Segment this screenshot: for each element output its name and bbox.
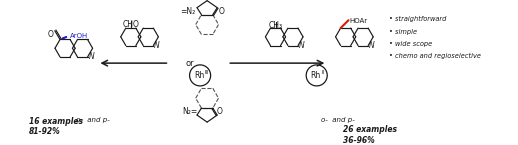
Text: N: N — [154, 41, 160, 50]
Text: • wide scope: • wide scope — [388, 41, 432, 47]
Text: or: or — [185, 59, 194, 68]
Text: 26 examples
36-96%: 26 examples 36-96% — [343, 125, 397, 145]
Text: 16 examples
81-92%: 16 examples 81-92% — [29, 117, 83, 136]
Text: CH₃: CH₃ — [268, 21, 282, 30]
Text: O: O — [219, 7, 224, 16]
Text: II: II — [321, 70, 324, 75]
Text: =N₂: =N₂ — [180, 7, 196, 16]
Text: O: O — [48, 30, 53, 39]
Text: N: N — [369, 41, 375, 50]
Text: N: N — [89, 52, 94, 61]
Text: • chemo and regioselective: • chemo and regioselective — [388, 53, 481, 59]
Text: Rh: Rh — [311, 71, 321, 80]
Text: III: III — [205, 70, 209, 75]
Text: O: O — [217, 107, 223, 116]
Text: o-  and p-: o- and p- — [76, 117, 109, 123]
Text: N: N — [299, 41, 305, 50]
Text: ArOH: ArOH — [69, 33, 88, 39]
Text: N₂=: N₂= — [182, 107, 197, 116]
Text: • straightforward: • straightforward — [388, 16, 446, 22]
Text: CHO: CHO — [122, 20, 139, 29]
Text: Rh: Rh — [194, 71, 204, 80]
Text: HOAr: HOAr — [349, 18, 367, 24]
Text: • simple: • simple — [388, 29, 417, 35]
Text: o-  and p-: o- and p- — [321, 117, 355, 123]
